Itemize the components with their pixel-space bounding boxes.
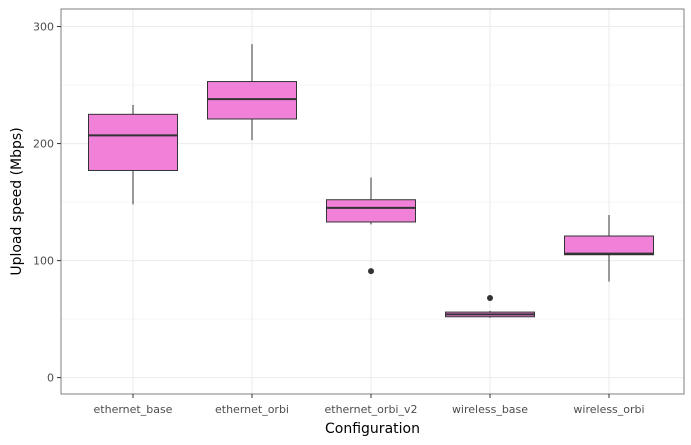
y-tick-label: 0 (47, 372, 54, 385)
y-axis: 0 100 200 300 (33, 21, 61, 385)
box-iqr (326, 199, 416, 223)
box-iqr (88, 113, 178, 171)
box-iqr (564, 235, 654, 256)
box-ethernet_orbi (207, 44, 297, 141)
box-wireless_base (445, 295, 535, 318)
x-tick-label: wireless_base (452, 403, 528, 416)
x-tick-label: ethernet_base (94, 403, 173, 416)
x-tick-label: ethernet_orbi (215, 403, 289, 416)
panel-border (60, 8, 685, 395)
boxes-layer (88, 44, 654, 318)
y-tick-label: 100 (33, 255, 54, 268)
outlier-point (368, 268, 374, 275)
outlier-point (487, 295, 493, 302)
y-tick-label: 300 (33, 21, 54, 34)
y-tick-label: 200 (33, 138, 54, 151)
x-tick-label: wireless_orbi (573, 403, 644, 416)
box-ethernet_base (88, 104, 178, 205)
box-wireless_orbi (564, 214, 654, 282)
x-tick-label: ethernet_orbi_v2 (324, 403, 417, 416)
box-ethernet_orbi_v2 (326, 177, 416, 275)
box-iqr (207, 81, 297, 120)
y-axis-title: Upload speed (Mbps) (9, 127, 25, 275)
x-axis: ethernet_base ethernet_orbi ethernet_orbi_… (94, 394, 645, 416)
x-axis-title: Configuration (325, 421, 420, 437)
